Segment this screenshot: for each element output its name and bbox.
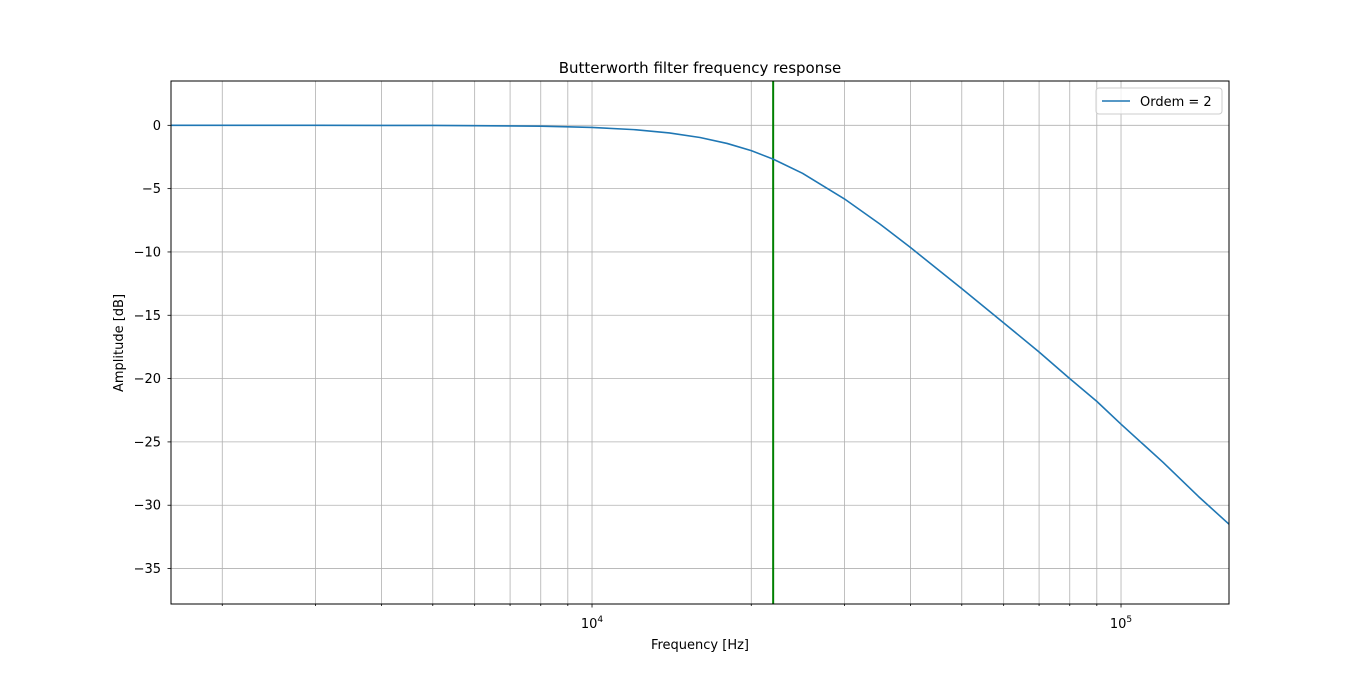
- legend-box: [1095, 87, 1223, 115]
- y-tick-label: 0: [153, 119, 161, 134]
- x-tick-label: 105: [1110, 615, 1132, 632]
- y-tick-label: −10: [134, 245, 161, 260]
- y-tick-label: −30: [134, 499, 161, 514]
- x-tick-label: 104: [581, 615, 604, 632]
- y-axis-label: Amplitude [dB]: [112, 294, 127, 392]
- plot-area-frame: [170, 80, 1230, 605]
- grid: [171, 81, 1229, 604]
- series-line-0: [171, 124, 1230, 525]
- chart-title: Butterworth filter frequency response: [559, 59, 842, 77]
- y-axis-ticks: 0 −5 −10 −15 −20 −25 −30 −35: [134, 119, 171, 577]
- y-tick-label: −15: [134, 309, 161, 324]
- x-axis-ticks: 104 105: [221, 604, 1132, 632]
- y-tick-label: −5: [142, 182, 161, 197]
- legend-label-ordem-2: Ordem = 2: [1140, 95, 1212, 110]
- y-tick-label: −20: [134, 372, 161, 387]
- y-tick-label: −25: [134, 435, 161, 450]
- x-axis-label: Frequency [Hz]: [651, 638, 749, 653]
- series-lines: [171, 124, 1230, 525]
- y-tick-label: −35: [134, 562, 161, 577]
- legend: Ordem = 2: [1095, 87, 1223, 115]
